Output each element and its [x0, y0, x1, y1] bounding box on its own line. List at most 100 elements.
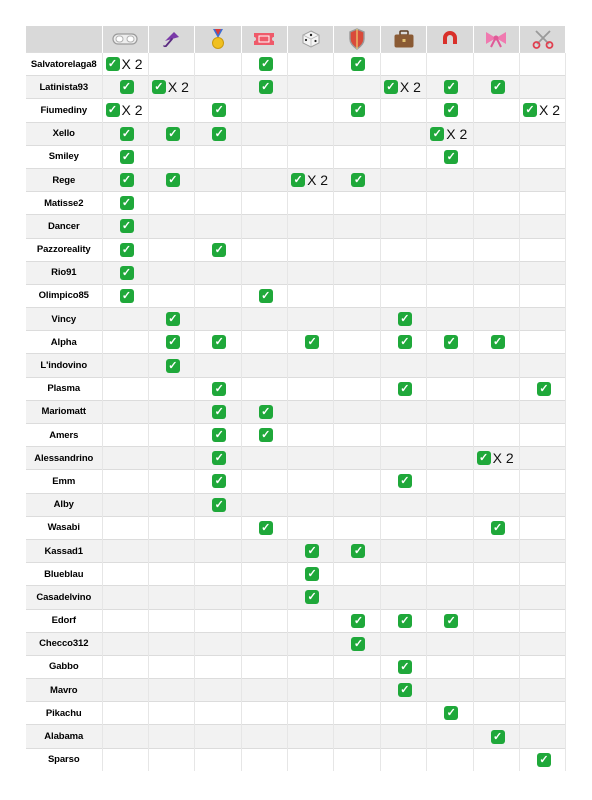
tally-cell: [287, 399, 335, 424]
umbrella-icon: [162, 32, 179, 48]
player-name: Checco312: [26, 631, 103, 656]
check-mark-icon: ✓: [119, 173, 134, 188]
tally-cell: [102, 562, 149, 586]
tally-cell: [194, 283, 242, 308]
tally-cell: ✓ X 2: [473, 446, 521, 470]
tally-cell: [148, 538, 196, 563]
check-mark-icon: ✓: [119, 219, 134, 234]
table-row: Mariomatt ✓ ✓: [26, 399, 567, 424]
player-name: Blueblau: [26, 562, 103, 586]
check-mark-icon: ✓: [397, 381, 412, 396]
tally-cell: [473, 399, 521, 424]
check-mark-icon: ✓: [476, 451, 491, 466]
tally-cell: [148, 608, 196, 633]
tally-cell: [426, 237, 474, 262]
tally-cell: [426, 538, 474, 563]
tally-cell: ✓: [287, 562, 335, 586]
tally-cell: [519, 191, 567, 215]
tally-cell: [519, 214, 567, 238]
column-header: [380, 26, 428, 53]
check-mark-icon: ✓: [258, 57, 273, 72]
table-row: Dancer ✓: [26, 214, 567, 238]
tally-cell: [194, 631, 242, 656]
table-row: Rio91 ✓: [26, 260, 567, 285]
check-mark-icon: ✓: [258, 80, 273, 95]
tally-cell: [519, 167, 567, 192]
tally-cell: [148, 446, 196, 470]
tally-cell: ✓: [102, 144, 149, 169]
tally-cell: [519, 422, 567, 447]
tally-cell: [102, 654, 149, 679]
tally-cell: [519, 515, 567, 540]
tally-cell: [148, 399, 196, 424]
tally-cell: [473, 678, 521, 702]
multiplier-label: X 2: [492, 450, 514, 467]
table-row: Pikachu ✓: [26, 701, 567, 725]
tally-cell: [519, 75, 567, 99]
tally-cell: [473, 237, 521, 262]
tally-cell: ✓ X 2: [519, 98, 567, 123]
tally-cell: ✓ X 2: [148, 75, 196, 99]
tally-cell: [148, 214, 196, 238]
check-mark-icon: ✓: [212, 335, 227, 350]
tally-cell: [287, 214, 335, 238]
tally-cell: [241, 191, 289, 215]
tally-cell: [287, 747, 335, 771]
player-name: Dancer: [26, 214, 103, 238]
tally-cell: [519, 237, 567, 262]
medal-icon: [211, 29, 224, 49]
check-mark-icon: ✓: [351, 103, 366, 118]
tally-cell: [473, 283, 521, 308]
player-name: Sparso: [26, 747, 103, 771]
check-mark-icon: ✓: [430, 126, 445, 141]
tally-cell: [426, 399, 474, 424]
check-mark-icon: ✓: [305, 567, 320, 582]
tally-cell: [287, 376, 335, 401]
check-mark-icon: ✓: [397, 474, 412, 489]
check-mark-icon: ✓: [212, 474, 227, 489]
tally-cell: [426, 307, 474, 331]
tally-cell: ✓: [148, 167, 196, 192]
tally-cell: [473, 51, 521, 76]
tally-cell: [241, 724, 289, 749]
tally-cell: ✓: [194, 330, 242, 354]
table-row: Edorf ✓ ✓ ✓: [26, 608, 567, 633]
multiplier-label: X 2: [399, 79, 421, 96]
check-mark-icon: ✓: [383, 80, 398, 95]
player-name: Kassad1: [26, 538, 103, 563]
tally-cell: [102, 307, 149, 331]
tally-cell: [380, 51, 428, 76]
tally-cell: ✓: [102, 167, 149, 192]
check-mark-icon: ✓: [258, 404, 273, 419]
scissors-icon: [532, 30, 554, 49]
check-mark-icon: ✓: [151, 80, 166, 95]
tally-cell: [380, 515, 428, 540]
table-row: Fiumediny ✓ X 2 ✓ ✓ ✓ ✓ X 2: [26, 98, 567, 123]
tally-sheet: Salvatorelaga8 ✓ X 2 ✓ ✓ Latinista93 ✓ ✓ X 2 ✓ ✓ X …: [26, 26, 567, 771]
tally-cell: [241, 353, 289, 378]
tally-cell: [194, 747, 242, 771]
player-name: Rege: [26, 167, 103, 192]
tally-cell: [380, 144, 428, 169]
check-mark-icon: ✓: [165, 173, 180, 188]
check-mark-icon: ✓: [291, 173, 306, 188]
tally-cell: ✓: [519, 376, 567, 401]
table-row: Vincy ✓ ✓: [26, 307, 567, 331]
tally-cell: [380, 191, 428, 215]
tally-cell: ✓: [380, 330, 428, 354]
tally-cell: [380, 747, 428, 771]
tally-cell: [426, 469, 474, 494]
tally-cell: ✓: [333, 631, 381, 656]
check-mark-icon: ✓: [212, 428, 227, 443]
tally-cell: [333, 376, 381, 401]
tally-cell: [333, 121, 381, 146]
player-name: Alby: [26, 492, 103, 517]
tally-cell: [473, 307, 521, 331]
tally-cell: [473, 98, 521, 123]
player-name: Alessandrino: [26, 446, 103, 470]
tally-cell: ✓ X 2: [380, 75, 428, 99]
dice-icon: [302, 30, 320, 48]
tally-cell: [194, 515, 242, 540]
check-mark-icon: ✓: [351, 636, 366, 651]
tally-cell: [473, 631, 521, 656]
